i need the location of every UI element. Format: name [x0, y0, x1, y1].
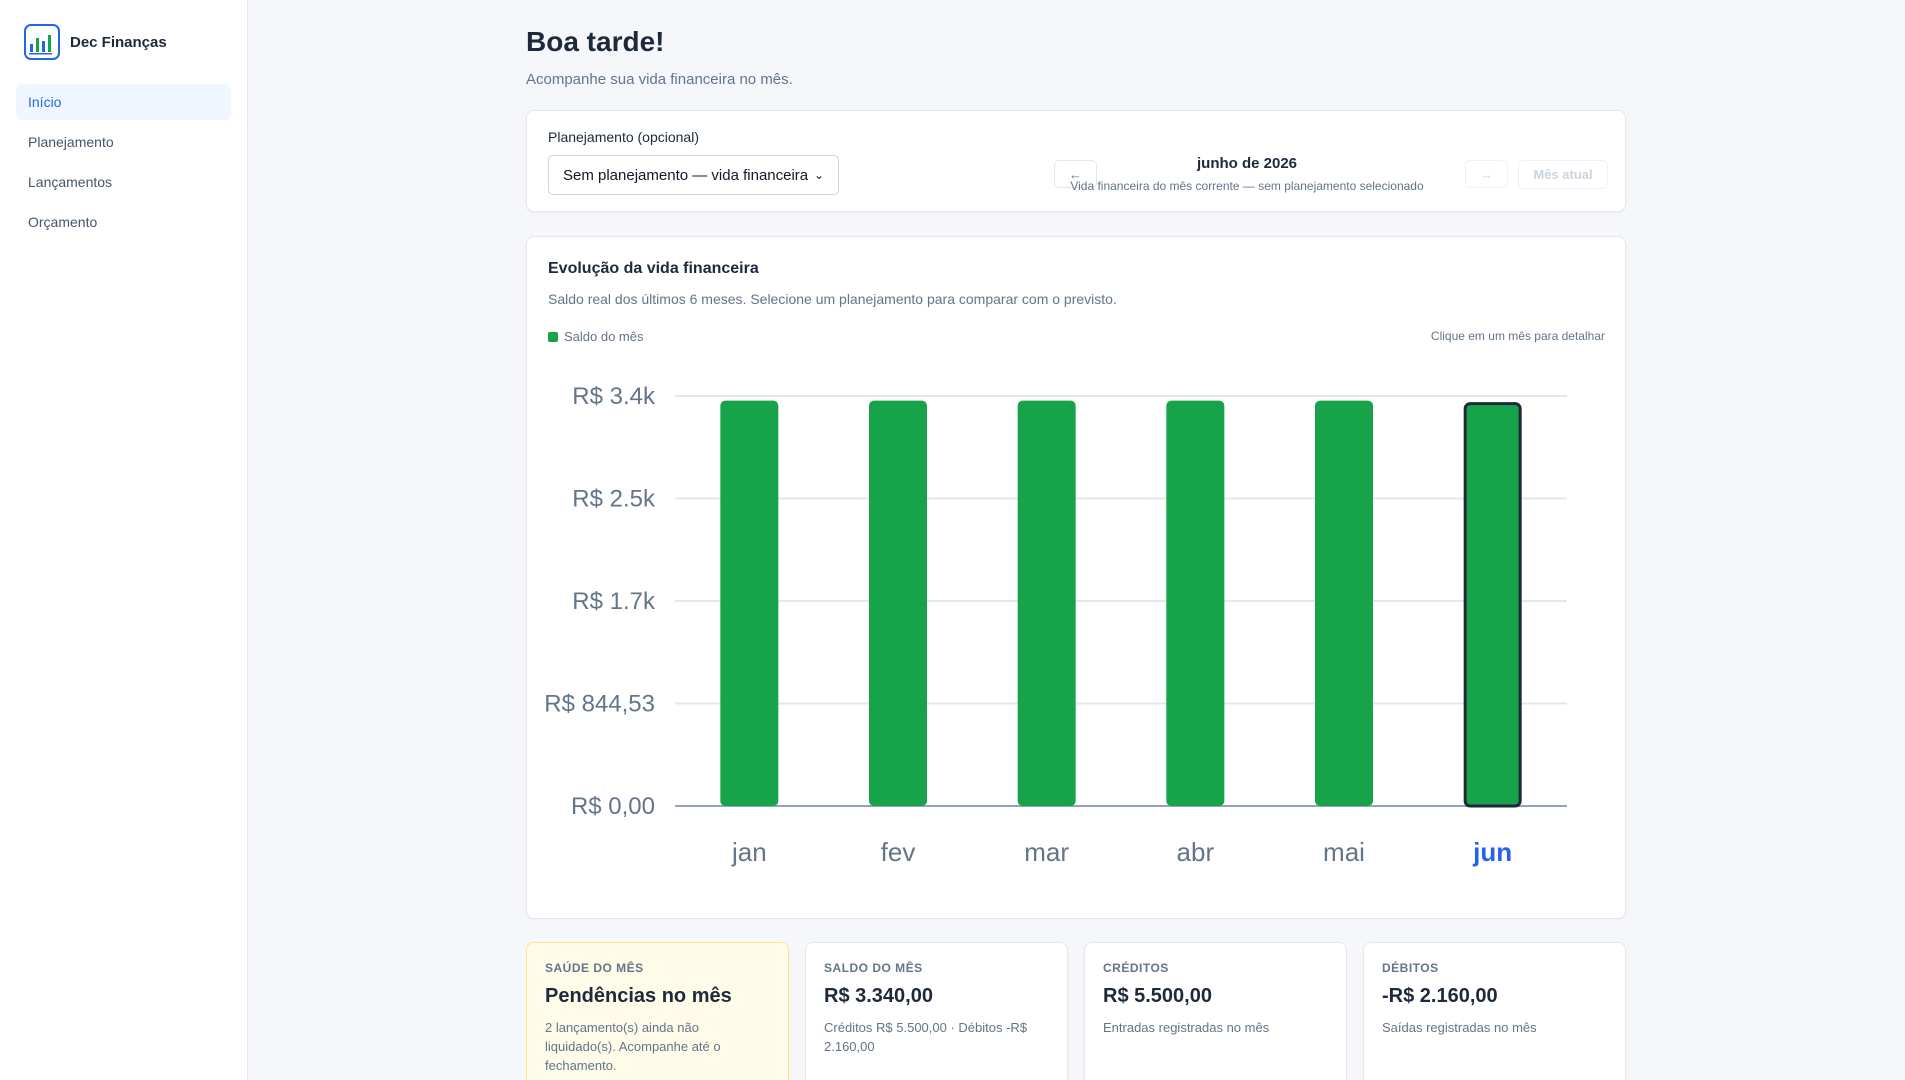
x-tick-label-mai[interactable]: mai	[1323, 837, 1365, 867]
sidebar-item-inicio[interactable]: Início	[16, 84, 231, 120]
legend-label: Saldo do mês	[564, 329, 644, 344]
month-title: junho de 2026	[1196, 155, 1298, 172]
page-title: Boa tarde!	[526, 26, 665, 57]
stat-card-debits: DÉBITOS -R$ 2.160,00 Saídas registradas …	[1363, 942, 1626, 1080]
stat-card-balance: SALDO DO MÊS R$ 3.340,00 Créditos R$ 5.5…	[805, 942, 1068, 1080]
sidebar-item-lancamentos[interactable]: Lançamentos	[28, 174, 113, 190]
current-month-button[interactable]: Mês atual	[1518, 160, 1608, 189]
stat-value: R$ 3.340,00	[824, 985, 933, 1007]
x-tick-label-jan[interactable]: jan	[731, 837, 767, 867]
stat-note: Saídas registradas no mês	[1382, 1020, 1537, 1035]
stat-label: DÉBITOS	[1382, 961, 1439, 975]
x-tick-label-jun[interactable]: jun	[1472, 837, 1512, 867]
planning-card: Planejamento (opcional) Sem planejamento…	[526, 110, 1626, 212]
chart-title: Evolução da vida financeira	[548, 260, 759, 277]
month-subtitle: Vida financeira do mês corrente — sem pl…	[1070, 179, 1424, 193]
planning-select[interactable]: Sem planejamento — vida financeira ⌄	[548, 155, 839, 195]
planning-select-value: Sem planejamento — vida financeira	[563, 166, 809, 184]
x-tick-label-mar[interactable]: mar	[1024, 837, 1069, 867]
app-name: Dec Finanças	[70, 33, 167, 51]
main-content: Boa tarde! Acompanhe sua vida financeira…	[526, 0, 1626, 1080]
y-tick-label: R$ 2.5k	[572, 486, 656, 513]
stat-label: SAÚDE DO MÊS	[545, 961, 644, 975]
sidebar-item-orcamento[interactable]: Orçamento	[28, 214, 98, 230]
bar-abr[interactable]	[1166, 400, 1225, 806]
y-tick-label: R$ 844,53	[544, 691, 655, 718]
x-tick-label-fev[interactable]: fev	[881, 837, 916, 867]
stat-value: Pendências no mês	[545, 985, 732, 1007]
bar-chart: R$ 0,00 R$ 844,53 R$ 1.7k R$ 2.5k R$ 3.4k jan…	[544, 383, 1567, 867]
bar-jan[interactable]	[720, 400, 779, 806]
chevron-down-icon: ⌄	[813, 168, 824, 182]
bar-jun[interactable]	[1463, 402, 1522, 808]
y-tick-label: R$ 0,00	[571, 793, 655, 820]
chart-hint: Clique em um mês para detalhar	[1430, 329, 1605, 343]
y-tick-label: R$ 3.4k	[572, 383, 656, 410]
bar-mai[interactable]	[1315, 400, 1373, 806]
stat-label: CRÉDITOS	[1103, 961, 1169, 975]
stat-note: Entradas registradas no mês	[1103, 1020, 1270, 1035]
stat-card-credits: CRÉDITOS R$ 5.500,00 Entradas registrada…	[1084, 942, 1347, 1080]
chart-description: Saldo real dos últimos 6 meses. Selecion…	[548, 291, 1117, 307]
stat-value: R$ 5.500,00	[1103, 985, 1212, 1007]
sidebar-item-planejamento[interactable]: Planejamento	[28, 134, 114, 150]
brand[interactable]: Dec Finanças	[0, 0, 247, 84]
next-month-button[interactable]: →	[1465, 160, 1508, 188]
stat-note: Créditos R$ 5.500,00 · Débitos -R$ 2.160…	[824, 1020, 1028, 1054]
sidebar-nav: Início Planejamento Lançamentos Orçament…	[0, 84, 247, 240]
prev-month-button[interactable]: ←	[1054, 160, 1097, 188]
sidebar: Dec Finanças Início Planejamento Lançame…	[0, 0, 248, 1080]
legend-swatch	[548, 331, 558, 342]
bar-fev[interactable]	[869, 400, 927, 806]
stat-label: SALDO DO MÊS	[824, 961, 923, 975]
bar-mar[interactable]	[1017, 400, 1076, 806]
x-tick-label-abr[interactable]: abr	[1177, 837, 1215, 867]
stat-value: -R$ 2.160,00	[1382, 985, 1498, 1007]
bar-chart-logo-icon	[24, 24, 60, 60]
y-tick-label: R$ 1.7k	[572, 588, 656, 615]
stat-card-health: SAÚDE DO MÊS Pendências no mês 2 lançame…	[526, 942, 789, 1080]
page-subtitle: Acompanhe sua vida financeira no mês.	[526, 71, 793, 88]
chart-card: Evolução da vida financeira Saldo real d…	[526, 236, 1626, 919]
planning-label: Planejamento (opcional)	[548, 129, 699, 145]
stat-note: 2 lançamento(s) ainda não liquidado(s). …	[545, 1020, 721, 1073]
chart-legend: Saldo do mês	[548, 329, 644, 344]
